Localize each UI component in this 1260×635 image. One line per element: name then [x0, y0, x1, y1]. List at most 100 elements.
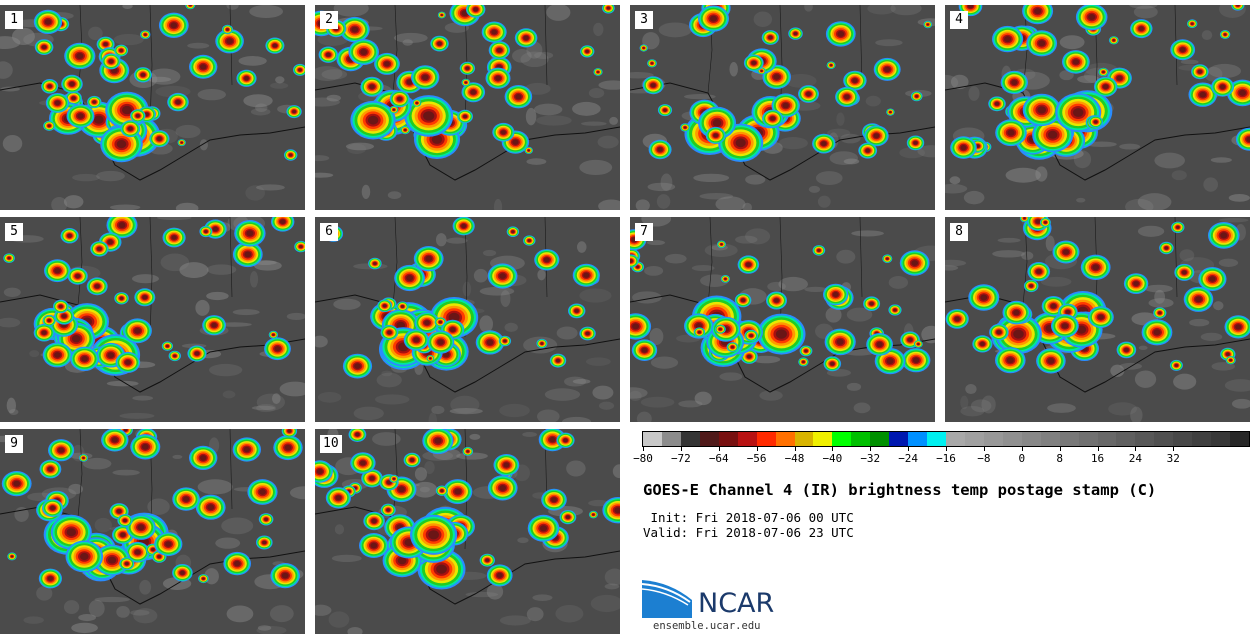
colorbar-tick-label: −8	[977, 452, 991, 465]
panel-number-label: 9	[5, 435, 23, 453]
colorbar-tick	[1021, 446, 1023, 451]
ir-map	[315, 217, 620, 422]
colorbar-segment	[643, 432, 662, 446]
colorbar-segment	[661, 432, 681, 446]
colorbar-segment	[775, 432, 795, 446]
stamp-panel-9: 9	[0, 429, 305, 634]
colorbar-segment	[1192, 432, 1212, 446]
colorbar-tick	[870, 446, 872, 451]
colorbar-tick-label: −56	[746, 452, 767, 465]
colorbar-tick	[680, 446, 682, 451]
colorbar-tick-label: −72	[670, 452, 691, 465]
ncar-logo-text: NCAR	[698, 588, 775, 619]
colorbar-tick	[1173, 446, 1175, 451]
ir-map	[315, 429, 620, 634]
figure-title: GOES-E Channel 4 (IR) brightness temp po…	[643, 481, 1157, 499]
colorbar-tick-label: 32	[1166, 452, 1180, 465]
temperature-colorbar	[642, 431, 1250, 447]
ir-map	[0, 5, 305, 210]
colorbar-segment	[1230, 432, 1249, 446]
colorbar-segment	[983, 432, 1003, 446]
colorbar-segment	[889, 432, 909, 446]
colorbar-segment	[794, 432, 814, 446]
stamp-panel-7: 7	[630, 217, 935, 422]
colorbar-segment	[737, 432, 757, 446]
ir-map	[315, 5, 620, 210]
colorbar-tick-label: 8	[1056, 452, 1063, 465]
panel-number-label: 4	[950, 11, 968, 29]
colorbar-tick	[983, 446, 985, 451]
colorbar-tick-label: −24	[898, 452, 919, 465]
colorbar-segment	[927, 432, 946, 446]
panel-number-label: 6	[320, 223, 338, 241]
panel-number-label: 7	[635, 223, 653, 241]
colorbar-segment	[1078, 432, 1098, 446]
colorbar-tick	[1059, 446, 1061, 451]
colorbar-segment	[1173, 432, 1193, 446]
stamp-panel-10: 10	[315, 429, 620, 634]
ir-map	[0, 429, 305, 634]
colorbar-tick-label: 24	[1128, 452, 1142, 465]
colorbar-tick	[643, 446, 644, 451]
colorbar-tick	[1135, 446, 1137, 451]
colorbar-tick-label: 16	[1090, 452, 1105, 465]
colorbar-segment	[756, 432, 776, 446]
stamp-panel-8: 8	[945, 217, 1250, 422]
panel-number-label: 8	[950, 223, 968, 241]
valid-time: Valid: Fri 2018-07-06 23 UTC	[643, 525, 854, 540]
ncar-swoosh-icon	[642, 580, 692, 618]
colorbar-segment	[946, 432, 965, 446]
colorbar-tick	[1097, 446, 1099, 451]
colorbar-segment	[1021, 432, 1041, 446]
colorbar-tick	[794, 446, 796, 451]
panel-number-label: 2	[320, 11, 338, 29]
stamp-panel-2: 2	[315, 5, 620, 210]
colorbar-segment	[1059, 432, 1079, 446]
colorbar-tick-label: −64	[708, 452, 729, 465]
colorbar-tick	[908, 446, 910, 451]
stamp-panel-1: 1	[0, 5, 305, 210]
colorbar-segment	[870, 432, 890, 446]
colorbar-segment	[1040, 432, 1060, 446]
ir-map	[630, 217, 935, 422]
colorbar-tick	[946, 446, 947, 451]
ncar-logo: NCAR	[642, 578, 802, 628]
colorbar-tick-label: −48	[784, 452, 805, 465]
colorbar-segment	[1097, 432, 1117, 446]
colorbar-segment	[1211, 432, 1231, 446]
colorbar-segment	[832, 432, 852, 446]
panel-number-label: 1	[5, 11, 23, 29]
colorbar-segment	[1135, 432, 1155, 446]
colorbar-segment	[680, 432, 700, 446]
website-url: ensemble.ucar.edu	[653, 620, 761, 632]
colorbar-segment	[1002, 432, 1022, 446]
colorbar-tick	[832, 446, 834, 451]
colorbar-segment	[718, 432, 738, 446]
colorbar-segment	[908, 432, 928, 446]
colorbar-segment	[813, 432, 833, 446]
init-time: Init: Fri 2018-07-06 00 UTC	[643, 510, 854, 525]
panel-number-label: 5	[5, 223, 23, 241]
ir-map	[0, 217, 305, 422]
colorbar-tick-label: −32	[860, 452, 881, 465]
colorbar-tick-label: −80	[633, 452, 653, 465]
colorbar-tick	[718, 446, 720, 451]
stamp-panel-5: 5	[0, 217, 305, 422]
colorbar-segment	[1116, 432, 1136, 446]
panel-number-label: 3	[635, 11, 653, 29]
colorbar-tick	[756, 446, 758, 451]
colorbar-tick-label: −40	[822, 452, 843, 465]
colorbar-tick-label: −16	[936, 452, 956, 465]
ir-map	[945, 5, 1250, 210]
colorbar-segment	[699, 432, 719, 446]
colorbar-segment	[851, 432, 871, 446]
stamp-panel-6: 6	[315, 217, 620, 422]
ir-map	[945, 217, 1250, 422]
colorbar-segment	[964, 432, 984, 446]
panel-number-label: 10	[320, 435, 342, 453]
stamp-panel-4: 4	[945, 5, 1250, 210]
colorbar-tick-label: 0	[1018, 452, 1026, 465]
colorbar-segment	[1154, 432, 1174, 446]
stamp-panel-3: 3	[630, 5, 935, 210]
ir-map	[630, 5, 935, 210]
